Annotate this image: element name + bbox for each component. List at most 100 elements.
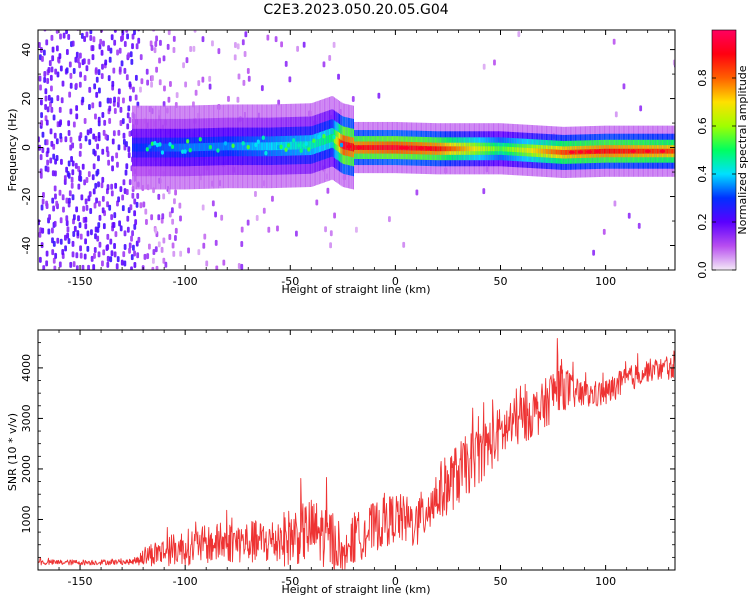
noise-cell [211,40,214,47]
ridge-speckle [292,138,296,143]
ridge-cell [191,143,193,152]
spectrogram-x-axis-label: Height of straight line (km) [281,283,430,296]
ridge-cell [249,142,251,151]
ridge-cell [475,146,477,152]
noise-cell [117,96,120,103]
ridge-cell [476,146,478,152]
ridge-cell [391,145,394,150]
ridge-cell [606,148,608,154]
ridge-cell [457,146,459,152]
noise-cell [65,30,68,35]
ridge-cell [193,143,196,152]
ridge-cell [269,142,271,151]
noise-cell [153,47,157,54]
ridge-cell [200,143,202,152]
noise-cell [74,82,78,89]
noise-cell [91,54,95,61]
noise-cell [193,30,197,33]
ridge-cell [625,148,627,154]
noise-cell [115,152,119,159]
noise-cell [96,226,100,233]
noise-cell [88,139,92,146]
ridge-cell [163,143,165,152]
ridge-cell [370,145,372,150]
noise-cell [106,261,110,268]
noise-cell [240,241,244,248]
colorbar-tick-label: 0.4 [696,165,709,183]
noise-cell [69,136,73,143]
ridge-cell [552,149,554,155]
ridge-cell [235,142,237,151]
ridge-cell [530,148,532,153]
noise-cell [128,179,132,186]
noise-cell [125,74,129,81]
noise-cell [47,228,51,235]
ridge-cell [627,148,629,154]
ridge-cell [639,148,641,154]
noise-cell [123,67,127,74]
noise-cell [83,179,87,186]
noise-cell [40,204,44,211]
noise-cell [51,46,55,53]
noise-cell [97,155,100,162]
ridge-cell [624,148,626,154]
noise-cell [81,96,85,103]
noise-cell [133,250,136,257]
noise-cell [67,160,71,167]
noise-cell [131,33,135,40]
noise-cell [101,176,105,183]
ridge-cell [275,142,278,151]
ridge-cell [576,149,578,155]
ridge-cell [345,141,347,150]
noise-cell [157,241,161,248]
ridge-cell [515,147,517,153]
noise-cell [155,35,158,42]
ridge-cell [443,146,445,152]
ridge-cell [434,146,436,152]
noise-cell [68,190,72,197]
noise-cell [45,39,49,46]
noise-cell [128,95,132,102]
noise-cell [107,45,110,52]
noise-cell [126,112,130,119]
ridge-cell [202,143,204,151]
noise-cell [123,230,127,237]
ridge-cell [166,143,168,152]
ridge-cell [525,147,527,153]
ridge-cell [374,145,376,150]
noise-cell [94,233,97,240]
ridge-cell [265,142,267,151]
noise-cell [95,197,98,204]
ridge-hotspot [426,146,433,151]
ridge-hotspot [629,149,636,153]
noise-cell [123,188,127,195]
ridge-cell [167,143,169,152]
noise-cell [162,101,166,108]
snr-frame [37,329,676,571]
ridge-cell [545,149,547,154]
noise-cell [113,39,117,46]
noise-cell [46,159,50,166]
ridge-speckle [231,143,235,149]
x-tick-label: 0 [392,575,399,588]
noise-cell [131,43,134,50]
colorbar-label: Normalized spectral amplitude [736,65,749,234]
ridge-cell [415,145,418,151]
ridge-cell [485,146,487,152]
noise-cell [95,76,99,83]
noise-cell [79,175,83,182]
ridge-speckle [317,134,321,140]
noise-cell [46,147,50,154]
ridge-cell [395,145,397,150]
noise-cell [215,265,219,270]
noise-cell [92,148,96,155]
noise-cell [64,245,67,252]
noise-cell [122,97,125,104]
ridge-cell [619,148,621,154]
y-tick-label: 3000 [20,404,33,432]
noise-cell [112,130,116,137]
ridge-cell [224,142,226,151]
noise-cell [97,181,100,188]
noise-cell [51,197,55,204]
noise-cell [133,261,137,268]
